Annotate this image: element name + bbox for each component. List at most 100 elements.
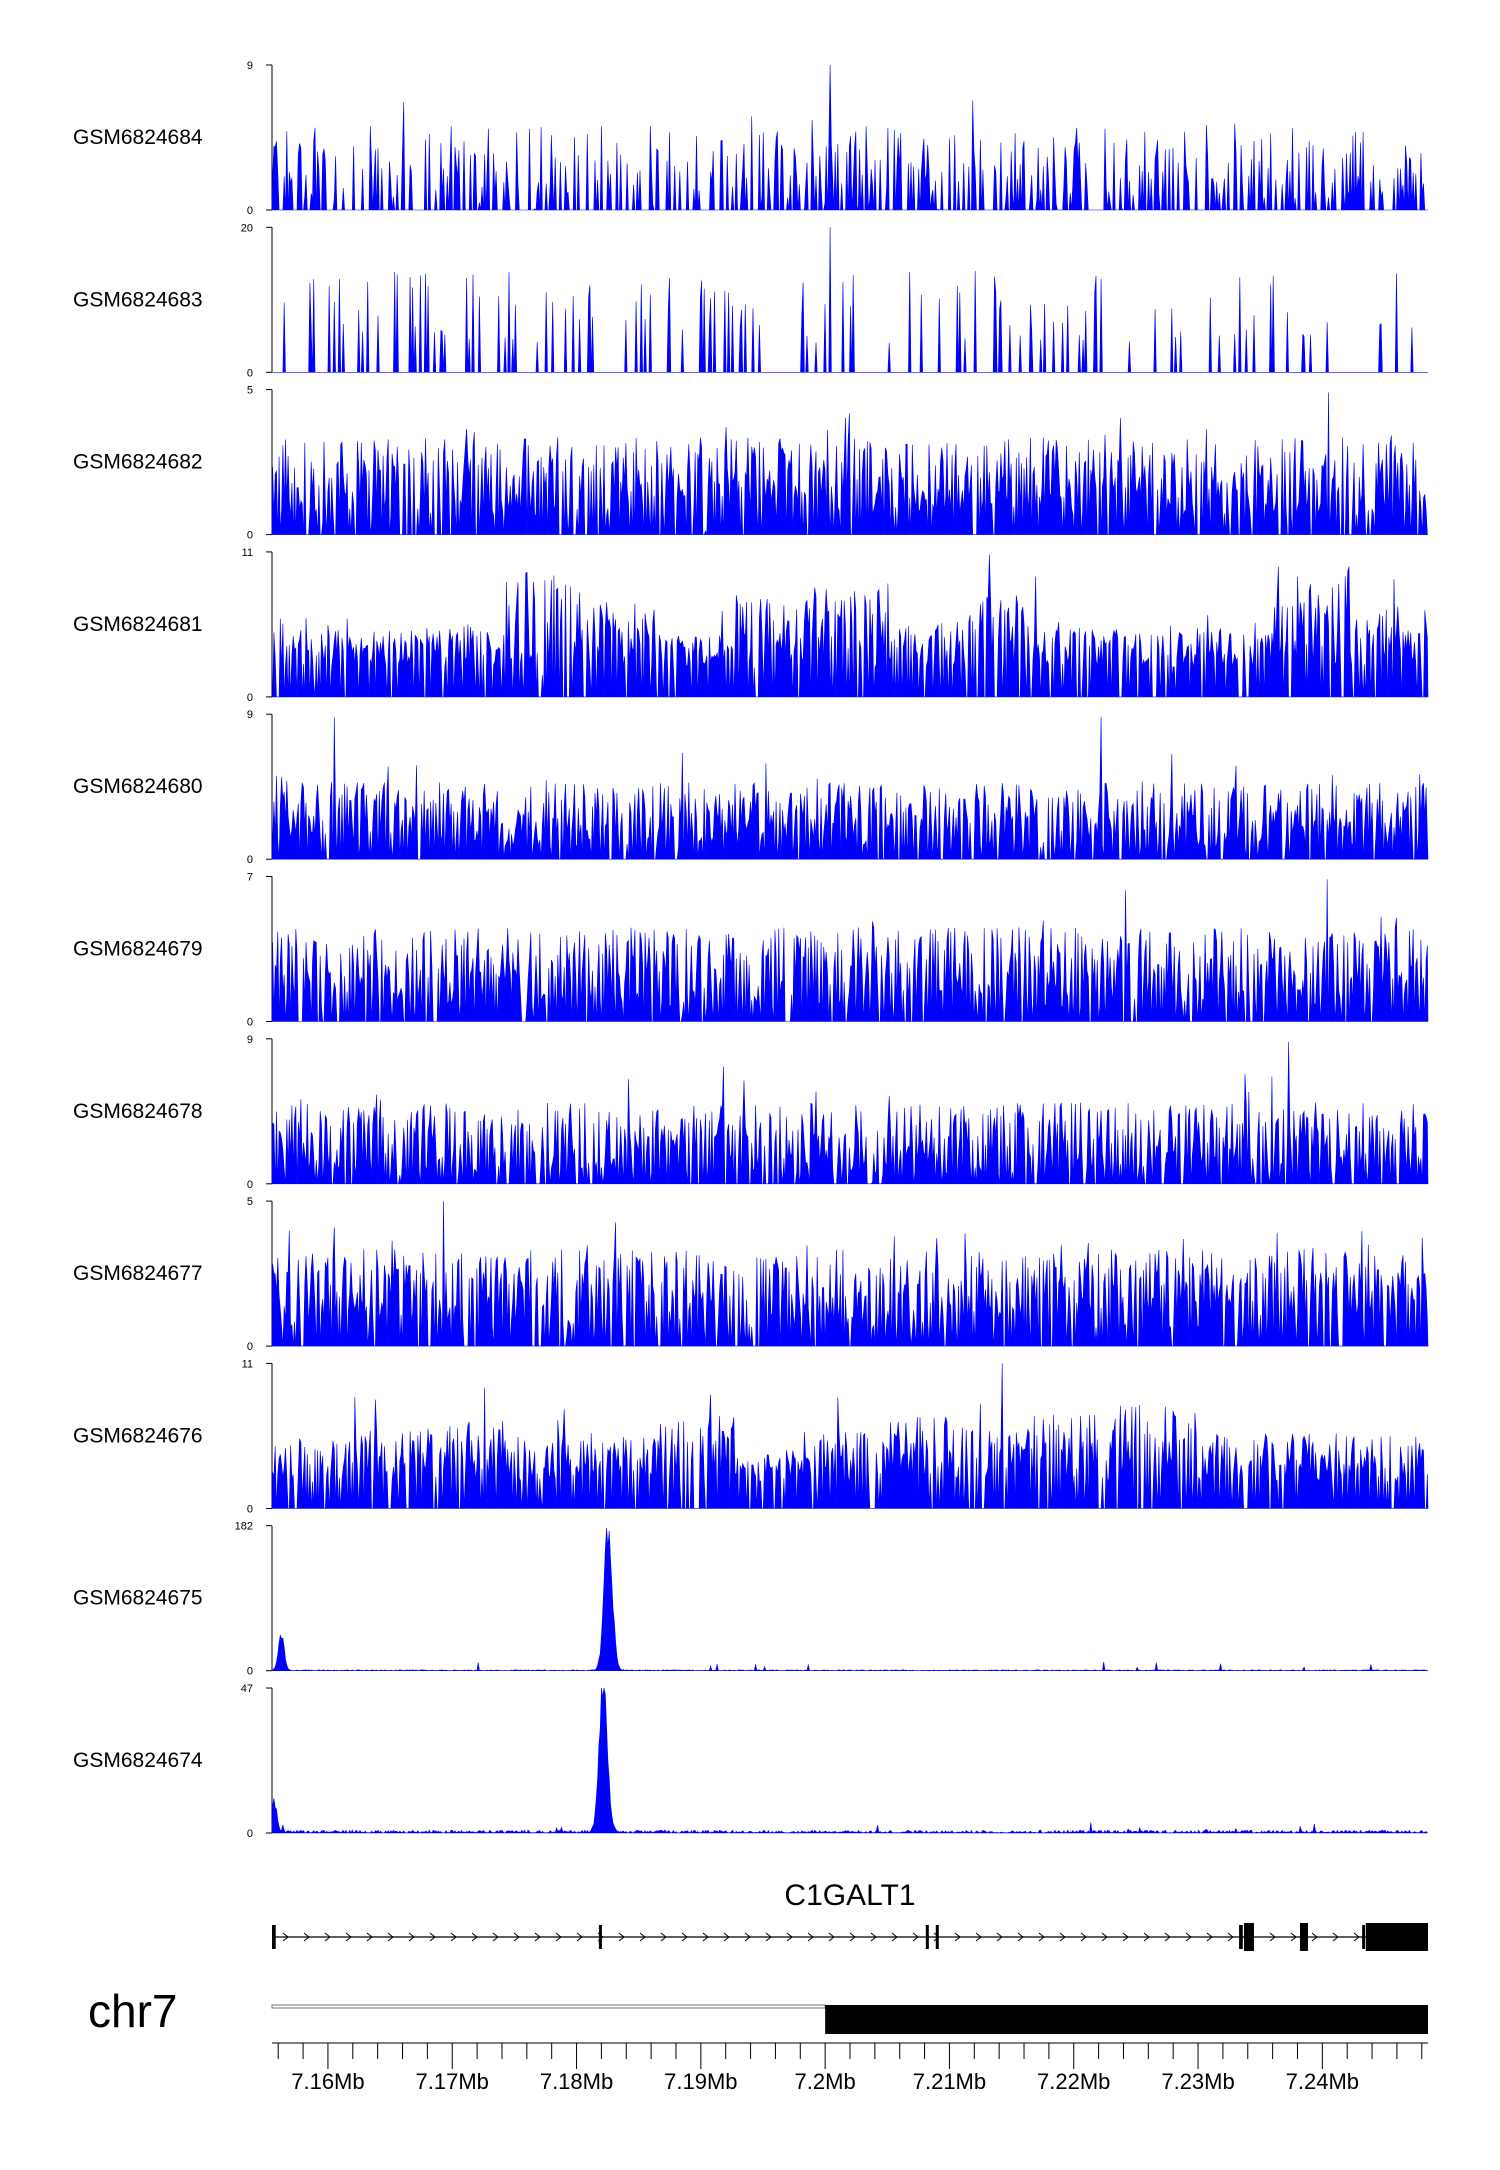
track-label: GSM6824684 [73, 126, 203, 149]
coverage-area [271, 64, 1428, 211]
track-GSM6824680: GSM6824680 9 0 [73, 709, 1429, 866]
strand-arrow [1038, 1932, 1045, 1942]
track-GSM6824681: GSM6824681 11 0 [73, 547, 1429, 704]
gene-exon [1299, 1923, 1308, 1951]
track-GSM6824679: GSM6824679 7 0 [73, 872, 1429, 1029]
strand-arrow [828, 1932, 835, 1942]
track-GSM6824677: GSM6824677 5 0 [73, 1196, 1429, 1353]
y-min-label: 0 [247, 1179, 253, 1191]
strand-arrow [681, 1932, 688, 1942]
y-min-label: 0 [247, 1017, 253, 1029]
axis-tick-label: 7.17Mb [416, 2069, 489, 2094]
track-label: GSM6824683 [73, 288, 203, 311]
strand-arrow [618, 1932, 625, 1942]
y-min-label: 0 [247, 205, 253, 217]
strand-arrow [954, 1932, 961, 1942]
strand-arrow [1185, 1932, 1192, 1942]
coverage-area [271, 1041, 1429, 1185]
axis-tick-label: 7.16Mb [291, 2069, 364, 2094]
chromosome-thin-band [271, 2004, 826, 2009]
y-min-label: 0 [247, 1666, 253, 1678]
coverage-area [271, 879, 1429, 1023]
strand-arrow [555, 1932, 562, 1942]
strand-arrow [492, 1932, 499, 1942]
track-label: GSM6824675 [73, 1587, 203, 1610]
y-max-label: 11 [242, 1358, 253, 1370]
strand-arrow [324, 1932, 331, 1942]
y-max-label: 47 [241, 1683, 253, 1695]
strand-arrow [429, 1932, 436, 1942]
axis-tick-label: 7.18Mb [540, 2069, 613, 2094]
strand-arrow [1206, 1932, 1213, 1942]
chromosome-thick-band [825, 2005, 1428, 2034]
strand-arrow [1311, 1932, 1318, 1942]
coverage-area [272, 227, 1428, 373]
track-label: GSM6824676 [73, 1424, 203, 1447]
strand-arrow [744, 1932, 751, 1942]
strand-arrow [996, 1932, 1003, 1942]
axis-tick-label: 7.21Mb [913, 2069, 986, 2094]
strand-arrow [1101, 1932, 1108, 1942]
strand-arrow [450, 1932, 457, 1942]
axis-tick-label: 7.19Mb [664, 2069, 737, 2094]
gene-exon [272, 1925, 276, 1949]
strand-arrow [660, 1932, 667, 1942]
gene-exon [598, 1925, 602, 1949]
strand-arrow [1017, 1932, 1024, 1942]
gene-name: C1GALT1 [784, 1879, 915, 1912]
strand-arrow [1122, 1932, 1129, 1942]
y-min-label: 0 [247, 1503, 253, 1515]
coverage-area [271, 1201, 1429, 1347]
coverage-area [271, 717, 1429, 860]
axis-tick-label: 7.2Mb [795, 2069, 856, 2094]
strand-arrow [1227, 1932, 1234, 1942]
strand-arrow [366, 1932, 373, 1942]
strand-arrow [723, 1932, 730, 1942]
y-min-label: 0 [247, 854, 253, 866]
gene-model [272, 1923, 1428, 1951]
track-label: GSM6824679 [73, 938, 203, 961]
strand-arrow [912, 1932, 919, 1942]
y-max-label: 9 [247, 709, 253, 721]
gene-exon [935, 1925, 939, 1949]
gene-exon [1244, 1923, 1254, 1951]
track-GSM6824682: GSM6824682 5 0 [73, 385, 1428, 542]
strand-arrow [891, 1932, 898, 1942]
track-GSM6824684: GSM6824684 9 0 [73, 60, 1428, 217]
track-label: GSM6824681 [73, 613, 203, 636]
gene-track: C1GALT1 [272, 1879, 1428, 1951]
strand-arrow [534, 1932, 541, 1942]
strand-arrow [408, 1932, 415, 1942]
strand-arrow [639, 1932, 646, 1942]
gene-exon [1239, 1925, 1243, 1949]
strand-arrow [807, 1932, 814, 1942]
strand-arrow [1353, 1932, 1360, 1942]
coverage-area [271, 1363, 1429, 1509]
y-min-label: 0 [247, 1341, 253, 1353]
y-min-label: 0 [247, 530, 253, 542]
coverage-area [271, 1687, 1429, 1834]
chromosome-track: chr7 [88, 1985, 1428, 2037]
axis-tick-label: 7.23Mb [1161, 2069, 1234, 2094]
y-max-label: 5 [247, 1196, 253, 1208]
chromosome-name: chr7 [88, 1985, 177, 2037]
y-max-label: 9 [247, 1034, 253, 1046]
strand-arrow [282, 1932, 289, 1942]
strand-arrow [471, 1932, 478, 1942]
gene-exon [1362, 1925, 1366, 1949]
track-label: GSM6824677 [73, 1262, 203, 1285]
track-label: GSM6824674 [73, 1749, 203, 1772]
strand-arrow [1332, 1932, 1339, 1942]
track-label: GSM6824680 [73, 775, 203, 798]
track-GSM6824678: GSM6824678 9 0 [73, 1034, 1429, 1191]
y-max-label: 7 [247, 872, 253, 884]
strand-arrow [786, 1932, 793, 1942]
chromosome-ideogram-bar [271, 2004, 1428, 2034]
strand-arrow [1059, 1932, 1066, 1942]
track-GSM6824683: GSM6824683 20 0 [73, 222, 1428, 379]
y-min-label: 0 [247, 1828, 253, 1840]
strand-arrow [702, 1932, 709, 1942]
coverage-area [271, 1527, 1429, 1672]
gene-exon [925, 1925, 929, 1949]
